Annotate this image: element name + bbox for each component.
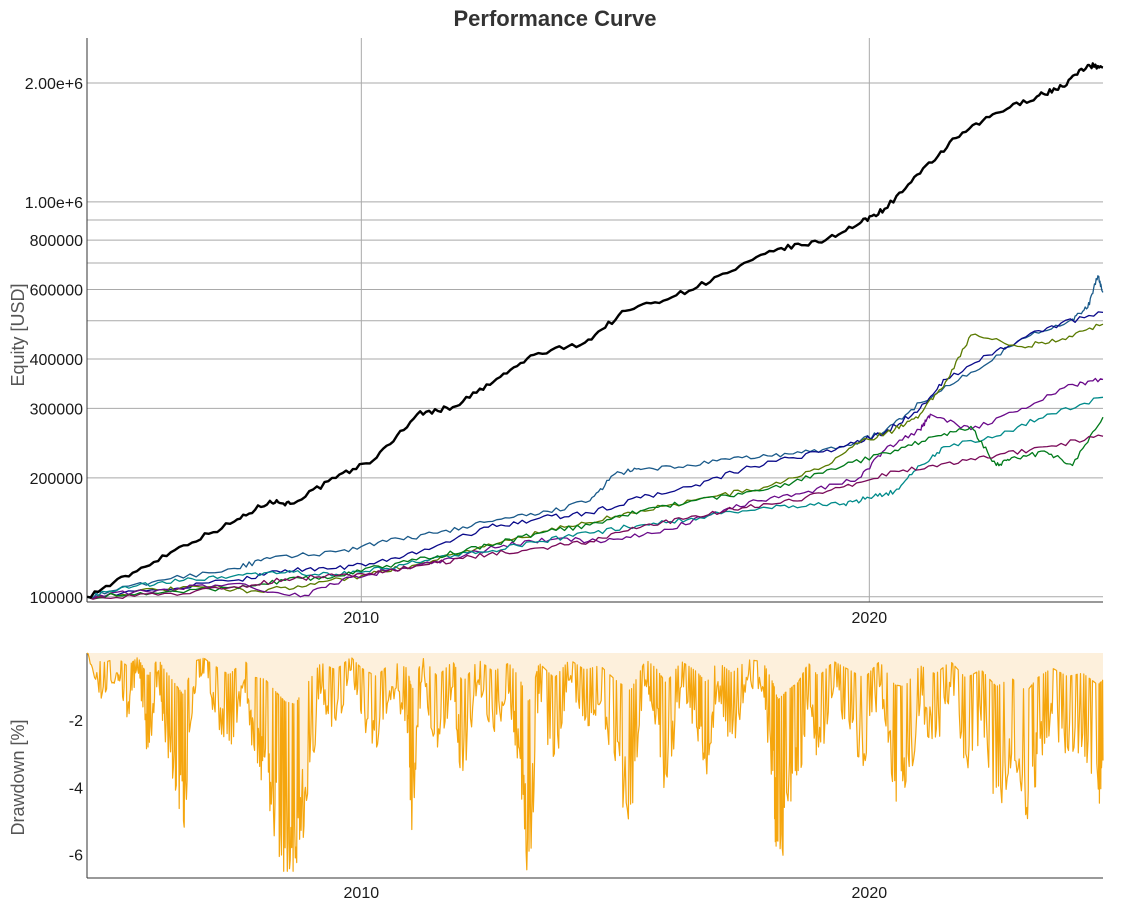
equity-series-line [86, 416, 1104, 600]
drawdown-panel: -2 -4 -6 2010 2020 Drawdown [%] [8, 652, 1104, 902]
equity-panel: 100000 200000 300000 400000 600000 800000 1.00… [8, 38, 1104, 627]
y-tick-label: 100000 [30, 590, 83, 607]
drawdown-line [86, 652, 1104, 872]
x-tick-label: 2020 [852, 610, 888, 627]
x-tick-label: 2010 [344, 885, 380, 902]
y-axis-label: Equity [USD] [8, 283, 28, 386]
y-tick-label: 2.00e+6 [25, 76, 83, 93]
y-tick-label: -6 [69, 847, 83, 864]
y-tick-label: 800000 [30, 233, 83, 250]
equity-series-line [86, 311, 1104, 600]
chart-title: Performance Curve [453, 6, 657, 31]
equity-series-line [86, 62, 1104, 599]
equity-series-line [86, 434, 1104, 600]
x-tick-label: 2010 [344, 610, 380, 627]
y-axis-label: Drawdown [%] [8, 719, 28, 835]
y-tick-label: 600000 [30, 282, 83, 299]
equity-series-line [86, 377, 1104, 600]
y-tick-label: 1.00e+6 [25, 195, 83, 212]
y-tick-label: -4 [69, 780, 83, 797]
y-tick-label: 400000 [30, 352, 83, 369]
equity-series-line [86, 275, 1104, 599]
equity-series-line [86, 323, 1104, 600]
y-tick-label: 300000 [30, 401, 83, 418]
y-tick-label: -2 [69, 713, 83, 730]
x-tick-label: 2020 [852, 885, 888, 902]
y-tick-label: 200000 [30, 471, 83, 488]
equity-series-line [86, 396, 1104, 600]
